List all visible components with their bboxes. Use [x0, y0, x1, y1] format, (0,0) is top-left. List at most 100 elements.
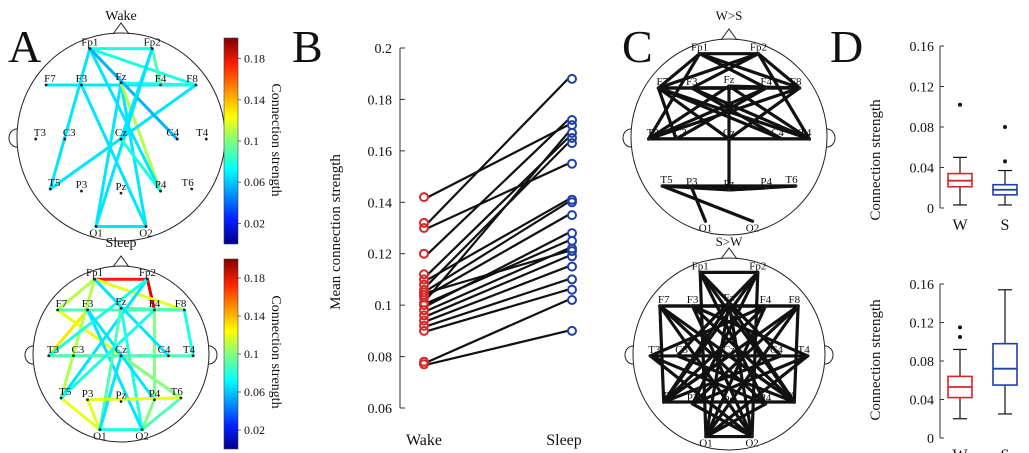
electrode-label: F8: [790, 76, 802, 88]
head-outline: [632, 257, 826, 451]
electrode-dot: [675, 354, 679, 358]
electrode-label: T6: [785, 174, 798, 186]
colorbar-tick-label: 0.1: [244, 347, 259, 361]
panel-b-ylabel: Mean connection strength: [328, 154, 344, 310]
c-top-head-map: Fp1 Fp2 F7 F3 Fz F4 F8 T3 C3 Cz C4 T4 T5 P3 Pz P4 T6 O1 O2: [622, 28, 836, 236]
electrode-dot: [190, 187, 194, 191]
connection-edge: [86, 398, 102, 432]
d-ytick-label: 0.16: [910, 40, 935, 55]
electrode-label: T4: [196, 127, 209, 139]
connection-edge: [59, 396, 102, 432]
subject-line: [427, 298, 569, 363]
electrode-label: O1: [89, 227, 102, 239]
outlier-point: [958, 102, 962, 107]
electrode-dot: [764, 304, 767, 308]
connection-edge: [98, 306, 123, 432]
colorbar-tick-label: 0.06: [244, 385, 265, 399]
connection-edge: [119, 81, 198, 87]
electrode-label: P3: [76, 179, 88, 191]
wake-point: [419, 223, 429, 233]
electrode-label: F3: [686, 76, 698, 88]
connection-edge: [93, 277, 186, 312]
electrode-label: Fp1: [81, 37, 98, 49]
panel-b-xtick-wake: Wake: [406, 432, 442, 449]
sleep-point: [567, 158, 577, 169]
electrode-dot: [662, 400, 666, 404]
panel-b-ytick-label: 0.08: [368, 351, 393, 366]
d-ytick-label: 0.12: [910, 81, 935, 96]
panel-b-ytick-label: 0.2: [375, 42, 393, 57]
d-ytick-label: 0.04: [910, 162, 935, 177]
electrode-label: T5: [660, 174, 673, 186]
panel-d: Connection strength Connection strength …: [868, 40, 1018, 453]
electrode-label: Fz: [116, 71, 127, 83]
electrode-label: F4: [149, 298, 161, 310]
electrode-label: P3: [686, 176, 698, 188]
panel-b-ytick-label: 0.14: [368, 196, 393, 211]
nose-icon: [720, 247, 738, 260]
colorbar-tick-label: 0.18: [244, 52, 265, 66]
electrode-dot: [179, 396, 183, 400]
sleep-head-map: Fp1 Fp2 F7 F3 Fz F4 F8 T3 C3 Cz C4 T4 T5 P3 Pz P4 T6 O1 O2: [24, 255, 218, 443]
outlier-point: [1003, 125, 1007, 129]
electrode-label: C3: [63, 127, 76, 139]
electrode-label: T6: [784, 390, 797, 402]
electrode-dot: [794, 184, 798, 188]
electrode-label: F4: [760, 76, 772, 88]
electrode-label: F8: [186, 73, 198, 85]
connection-edge: [675, 354, 796, 404]
electrode-dot: [72, 354, 75, 358]
panel-letter-a: A: [8, 21, 41, 72]
colorbar-sleep-label: Connection strength: [268, 295, 283, 408]
electrode-label: C4: [770, 344, 783, 356]
electrode-dot: [727, 188, 731, 192]
connection-edge: [140, 398, 156, 432]
panel-letter-c: C: [622, 21, 653, 72]
electrode-dot: [792, 400, 796, 404]
panel-letter-b: B: [292, 21, 323, 72]
d-ytick-label: 0.12: [910, 317, 935, 332]
electrode-dot: [63, 137, 67, 141]
electrode-label: Fp2: [139, 267, 156, 279]
electrode-label: P4: [155, 179, 167, 191]
connection-edge: [656, 86, 731, 141]
panel-a: Wake Fp1 Fp2 F7 F3 Fz F4 F8 T3 C3 Cz C4 T4 T5 P3 Pz P4 T…: [8, 9, 283, 450]
subject-line: [427, 162, 569, 229]
connection-edge: [792, 304, 800, 404]
colorbar-tick-label: 0.1: [244, 134, 259, 148]
wake-point: [419, 325, 429, 336]
electrode-label: F8: [175, 298, 187, 310]
electrode-label: C3: [675, 344, 688, 356]
electrode-dot: [690, 186, 694, 190]
electrode-label: Cz: [723, 344, 735, 356]
electrode-dot: [764, 186, 768, 190]
electrode-label: Fz: [724, 292, 735, 304]
c-bottom-head-map: Fp1 Fp2 F7 F3 Fz F4 F8 T3 C3 Cz C4 T4 T5 P3 Pz P4 T6 O1 O2: [624, 247, 834, 451]
wake-head-map: Fp1 Fp2 F7 F3 Fz F4 F8 T3 C3 Cz C4 T4 T5 P3 Pz P4 T6 O1 O2: [8, 22, 234, 242]
electrode-dot: [93, 277, 96, 281]
sleep-point: [567, 261, 577, 272]
electrode-label: T5: [59, 386, 72, 398]
d-ytick-label: 0: [927, 432, 934, 447]
electrode-label: Cz: [115, 344, 127, 356]
c-bottom-title: S>W: [716, 234, 744, 249]
subject-line: [427, 250, 569, 294]
electrode-dot: [153, 398, 156, 402]
subject-line: [427, 119, 569, 255]
connection-edge: [690, 270, 760, 406]
electrode-dot: [146, 277, 149, 281]
electrode-label: F7: [656, 76, 668, 88]
electrode-dot: [119, 137, 123, 141]
wake-point: [419, 192, 429, 203]
connection-edge: [698, 270, 783, 358]
electrode-label: Fp2: [144, 37, 161, 49]
d-bottom-boxplot: 0 0.04 0.08 0.12 0.16 W S: [910, 278, 1018, 453]
connection-edge: [662, 302, 731, 404]
connection-edge: [656, 86, 678, 141]
box: [992, 342, 1018, 386]
electrode-label: Cz: [723, 127, 735, 139]
electrode-dot: [140, 428, 144, 432]
electrode-label: P4: [149, 388, 161, 400]
electrode-label: T3: [648, 344, 661, 356]
electrode-dot: [660, 184, 664, 188]
